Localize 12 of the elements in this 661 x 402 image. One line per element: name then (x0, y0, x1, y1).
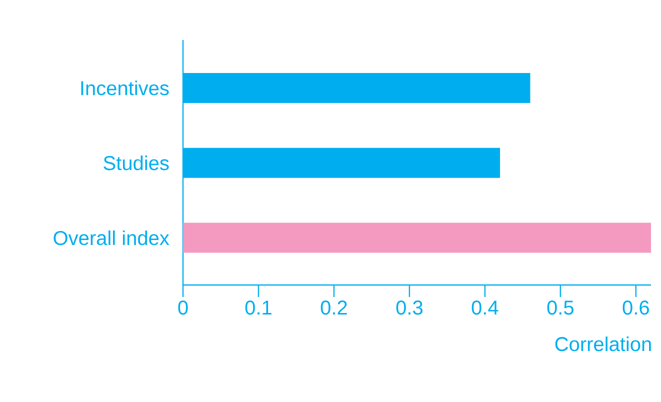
y-tick-label: Incentives (81, 80, 169, 96)
x-tick-label: 0.2 (320, 300, 347, 315)
x-tick-label: 0.1 (245, 300, 272, 315)
x-tick-label: 0 (178, 300, 188, 315)
x-tick-label: 0.5 (547, 300, 574, 315)
x-tick-label: 0.6 (622, 300, 649, 315)
y-tick-label: Studies (104, 156, 169, 170)
bar (183, 222, 651, 253)
x-tick-label: 0.3 (396, 300, 422, 315)
y-tick-label: Overall index (54, 230, 170, 246)
x-tick-label: 0.4 (472, 300, 498, 315)
x-axis-title: Correlation (555, 336, 651, 352)
